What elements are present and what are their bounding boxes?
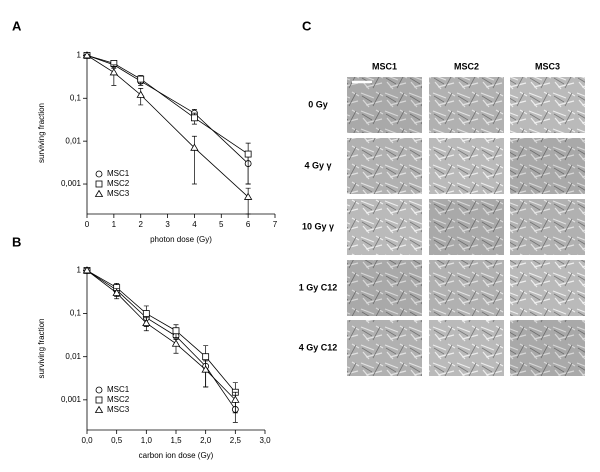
micrograph (429, 199, 504, 255)
marker-triangle (112, 288, 121, 296)
fit-line (86, 270, 236, 410)
panel-label: B (12, 234, 21, 249)
marker-triangle (190, 143, 199, 151)
row-label: 4 Gy C12 (299, 342, 338, 352)
y-tick-label: 0,001 (61, 395, 82, 404)
x-tick-label: 2,5 (230, 436, 242, 445)
marker-circle (95, 386, 103, 394)
error-bar (245, 142, 251, 185)
legend-label: MSC2 (107, 395, 130, 404)
legend-label: MSC1 (107, 169, 130, 178)
y-tick-label: 0,01 (65, 136, 81, 145)
marker-square (95, 396, 103, 404)
column-header: MSC3 (535, 61, 560, 71)
marker-square (244, 150, 252, 158)
error-bar (245, 187, 251, 215)
x-tick-label: 1,0 (141, 436, 153, 445)
marker-triangle (94, 189, 104, 197)
y-tick-label: 0,1 (70, 93, 82, 102)
marker-triangle (136, 90, 145, 98)
y-tick-label: 1 (77, 51, 82, 60)
x-tick-label: 2,0 (200, 436, 212, 445)
x-tick-label: 0,5 (111, 436, 123, 445)
legend-label: MSC3 (107, 405, 130, 414)
micrograph (347, 199, 422, 255)
marker-square (172, 327, 180, 335)
micrograph (347, 138, 422, 194)
y-axis-label: surviving fraction (37, 318, 46, 378)
x-tick-label: 2 (138, 220, 143, 229)
marker-triangle (171, 339, 181, 347)
x-tick-label: 7 (273, 220, 278, 229)
y-axis-label: surviving fraction (37, 103, 46, 163)
x-tick-label: 0 (85, 220, 90, 229)
x-tick-label: 3,0 (259, 436, 271, 445)
error-bar (191, 135, 197, 185)
micrograph (510, 320, 585, 376)
column-header: MSC2 (454, 61, 479, 71)
marker-square (137, 75, 145, 83)
marker-triangle (82, 51, 92, 59)
y-tick-label: 0,001 (61, 179, 82, 188)
micrograph (347, 320, 422, 376)
row-label: 4 Gy γ (304, 160, 331, 170)
micrograph (429, 260, 504, 316)
x-axis-label: carbon ion dose (Gy) (139, 451, 214, 460)
marker-triangle (243, 192, 253, 200)
marker-square (202, 353, 210, 361)
x-axis-label: photon dose (Gy) (150, 235, 212, 244)
y-tick-label: 0,01 (65, 352, 81, 361)
marker-circle (95, 170, 103, 178)
x-tick-label: 1 (112, 220, 117, 229)
marker-square (142, 310, 150, 317)
micrograph (347, 260, 422, 316)
x-tick-label: 5 (219, 220, 224, 229)
micrograph (510, 77, 585, 133)
fit-line (86, 270, 236, 393)
panel-label: C (302, 18, 312, 33)
x-tick-label: 1,5 (170, 436, 182, 445)
marker-square (191, 114, 198, 122)
micrograph (347, 77, 422, 133)
column-header: MSC1 (372, 61, 397, 71)
y-tick-label: 1 (77, 266, 82, 275)
marker-triangle (142, 318, 151, 327)
fit-line (86, 55, 249, 155)
panel-label: A (12, 18, 22, 33)
row-label: 1 Gy C12 (299, 282, 338, 292)
x-tick-label: 0,0 (81, 436, 93, 445)
fit-line (86, 270, 236, 401)
micrograph (510, 260, 585, 316)
marker-triangle (231, 395, 240, 403)
fit-line (86, 55, 249, 164)
x-tick-label: 4 (192, 220, 197, 229)
marker-square (95, 180, 103, 188)
micrograph (429, 320, 504, 376)
row-label: 0 Gy (308, 99, 328, 109)
marker-triangle (201, 365, 210, 373)
marker-triangle (82, 266, 92, 274)
row-label: 10 Gy γ (302, 221, 334, 231)
micrograph (429, 138, 504, 194)
y-tick-label: 0,1 (70, 309, 82, 318)
marker-triangle (94, 405, 104, 413)
x-tick-label: 6 (246, 220, 251, 229)
legend-label: MSC2 (107, 179, 130, 188)
micrograph (510, 199, 585, 255)
legend-label: MSC3 (107, 189, 130, 198)
error-bar (203, 360, 209, 388)
marker-triangle (109, 68, 119, 76)
x-tick-label: 3 (165, 220, 170, 229)
legend-label: MSC1 (107, 385, 130, 394)
micrograph (510, 138, 585, 194)
micrograph (429, 77, 504, 133)
